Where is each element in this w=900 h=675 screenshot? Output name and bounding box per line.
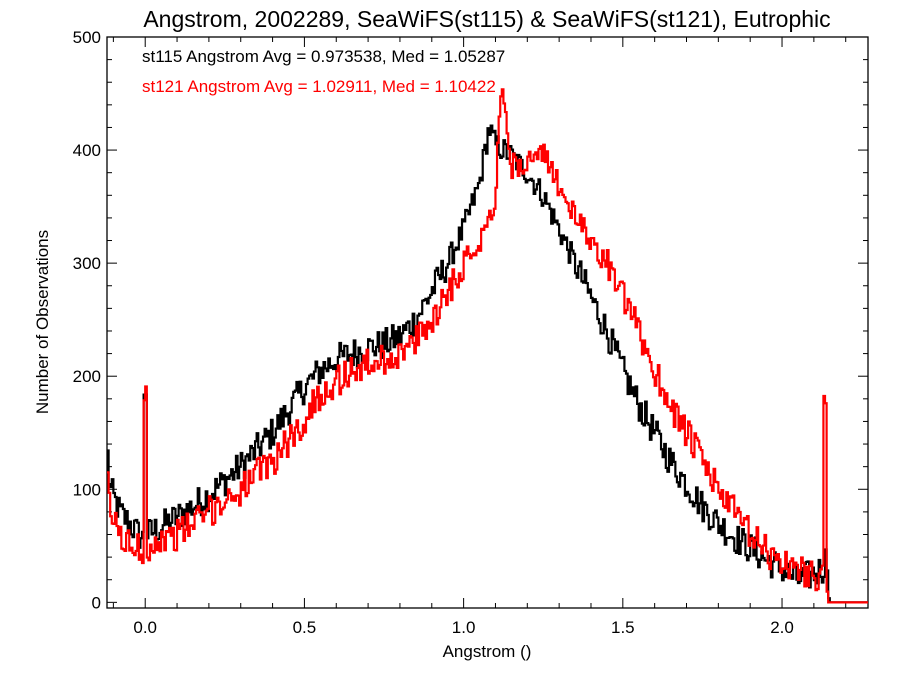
legend-entry-st121: st121 Angstrom Avg = 1.02911, Med = 1.10…: [142, 77, 496, 96]
y-axis-label: Number of Observations: [33, 230, 52, 414]
y-tick-label: 200: [73, 367, 101, 386]
y-tick-label: 0: [92, 593, 101, 612]
axis-ticks: [107, 36, 868, 608]
series-line-st121: [107, 88, 868, 604]
x-axis-label: Angstrom (): [443, 642, 532, 661]
series-layer: [107, 88, 868, 604]
x-tick-label: 1.0: [452, 618, 476, 637]
x-tick-label: 0.5: [293, 618, 317, 637]
y-tick-label: 400: [73, 141, 101, 160]
x-tick-label: 2.0: [770, 618, 794, 637]
y-tick-label: 100: [73, 480, 101, 499]
x-tick-labels: 0.0 0.5 1.0 1.5 2.0: [133, 618, 793, 637]
series-line-st115: [107, 124, 868, 604]
y-tick-label: 500: [73, 28, 101, 47]
chart-title: Angstrom, 2002289, SeaWiFS(st115) & SeaW…: [143, 6, 830, 32]
x-tick-label: 1.5: [611, 618, 635, 637]
y-tick-label: 300: [73, 254, 101, 273]
y-tick-labels: 0 100 200 300 400 500: [73, 28, 101, 612]
x-tick-label: 0.0: [133, 618, 157, 637]
legend-entry-st115: st115 Angstrom Avg = 0.973538, Med = 1.0…: [142, 47, 505, 66]
plot-frame: [106, 36, 869, 609]
